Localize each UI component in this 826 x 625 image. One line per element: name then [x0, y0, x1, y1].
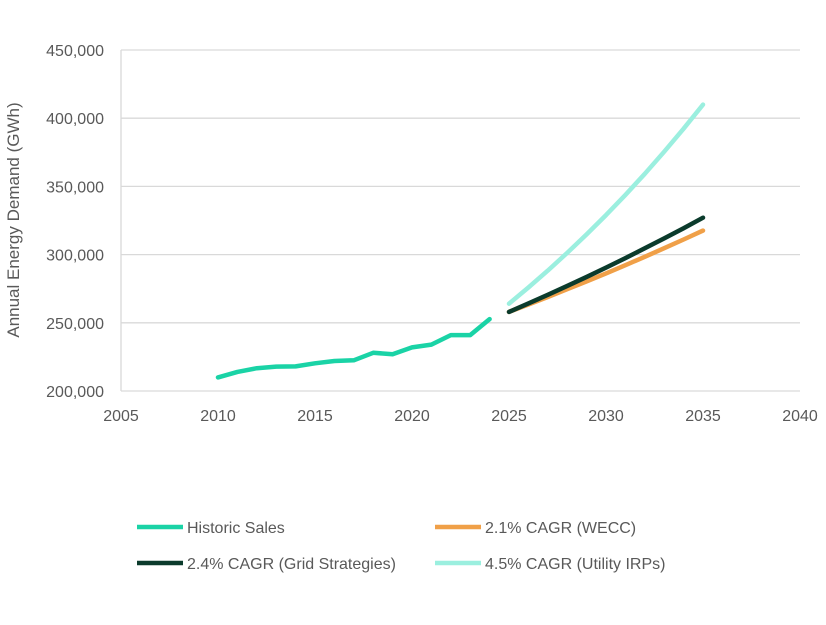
y-axis-ticks: 200,000 250,000 300,000 350,000 400,000 450,0…: [46, 43, 104, 401]
x-tick-label: 2035: [685, 408, 721, 425]
legend-label: 2.4% CAGR (Grid Strategies): [187, 556, 396, 573]
legend: Historic Sales 2.1% CAGR (WECC) 2.4% CAGR …: [137, 520, 665, 573]
x-tick-label: 2010: [200, 408, 236, 425]
x-tick-label: 2015: [297, 408, 333, 425]
x-tick-label: 2005: [103, 408, 139, 425]
x-tick-label: 2040: [782, 408, 818, 425]
y-tick-label: 200,000: [46, 384, 104, 401]
x-axis-ticks: 2005 2010 2015 2020 2025 2030 2035 2040: [103, 408, 818, 425]
y-tick-label: 350,000: [46, 179, 104, 196]
series-line-3: [506, 102, 706, 306]
series-lines: [215, 102, 706, 380]
legend-label: 2.1% CAGR (WECC): [485, 520, 636, 537]
y-tick-label: 450,000: [46, 43, 104, 60]
series-line-2: [506, 215, 706, 315]
legend-label: Historic Sales: [187, 520, 285, 537]
y-tick-label: 250,000: [46, 316, 104, 333]
y-tick-label: 400,000: [46, 111, 104, 128]
x-tick-label: 2030: [588, 408, 624, 425]
legend-label: 4.5% CAGR (Utility IRPs): [485, 556, 665, 573]
y-tick-label: 300,000: [46, 248, 104, 265]
x-tick-label: 2020: [394, 408, 430, 425]
y-axis-label: Annual Energy Demand (GWh): [4, 102, 23, 337]
series-line-0: [215, 316, 492, 380]
gridlines: [120, 49, 800, 392]
x-tick-label: 2025: [491, 408, 527, 425]
